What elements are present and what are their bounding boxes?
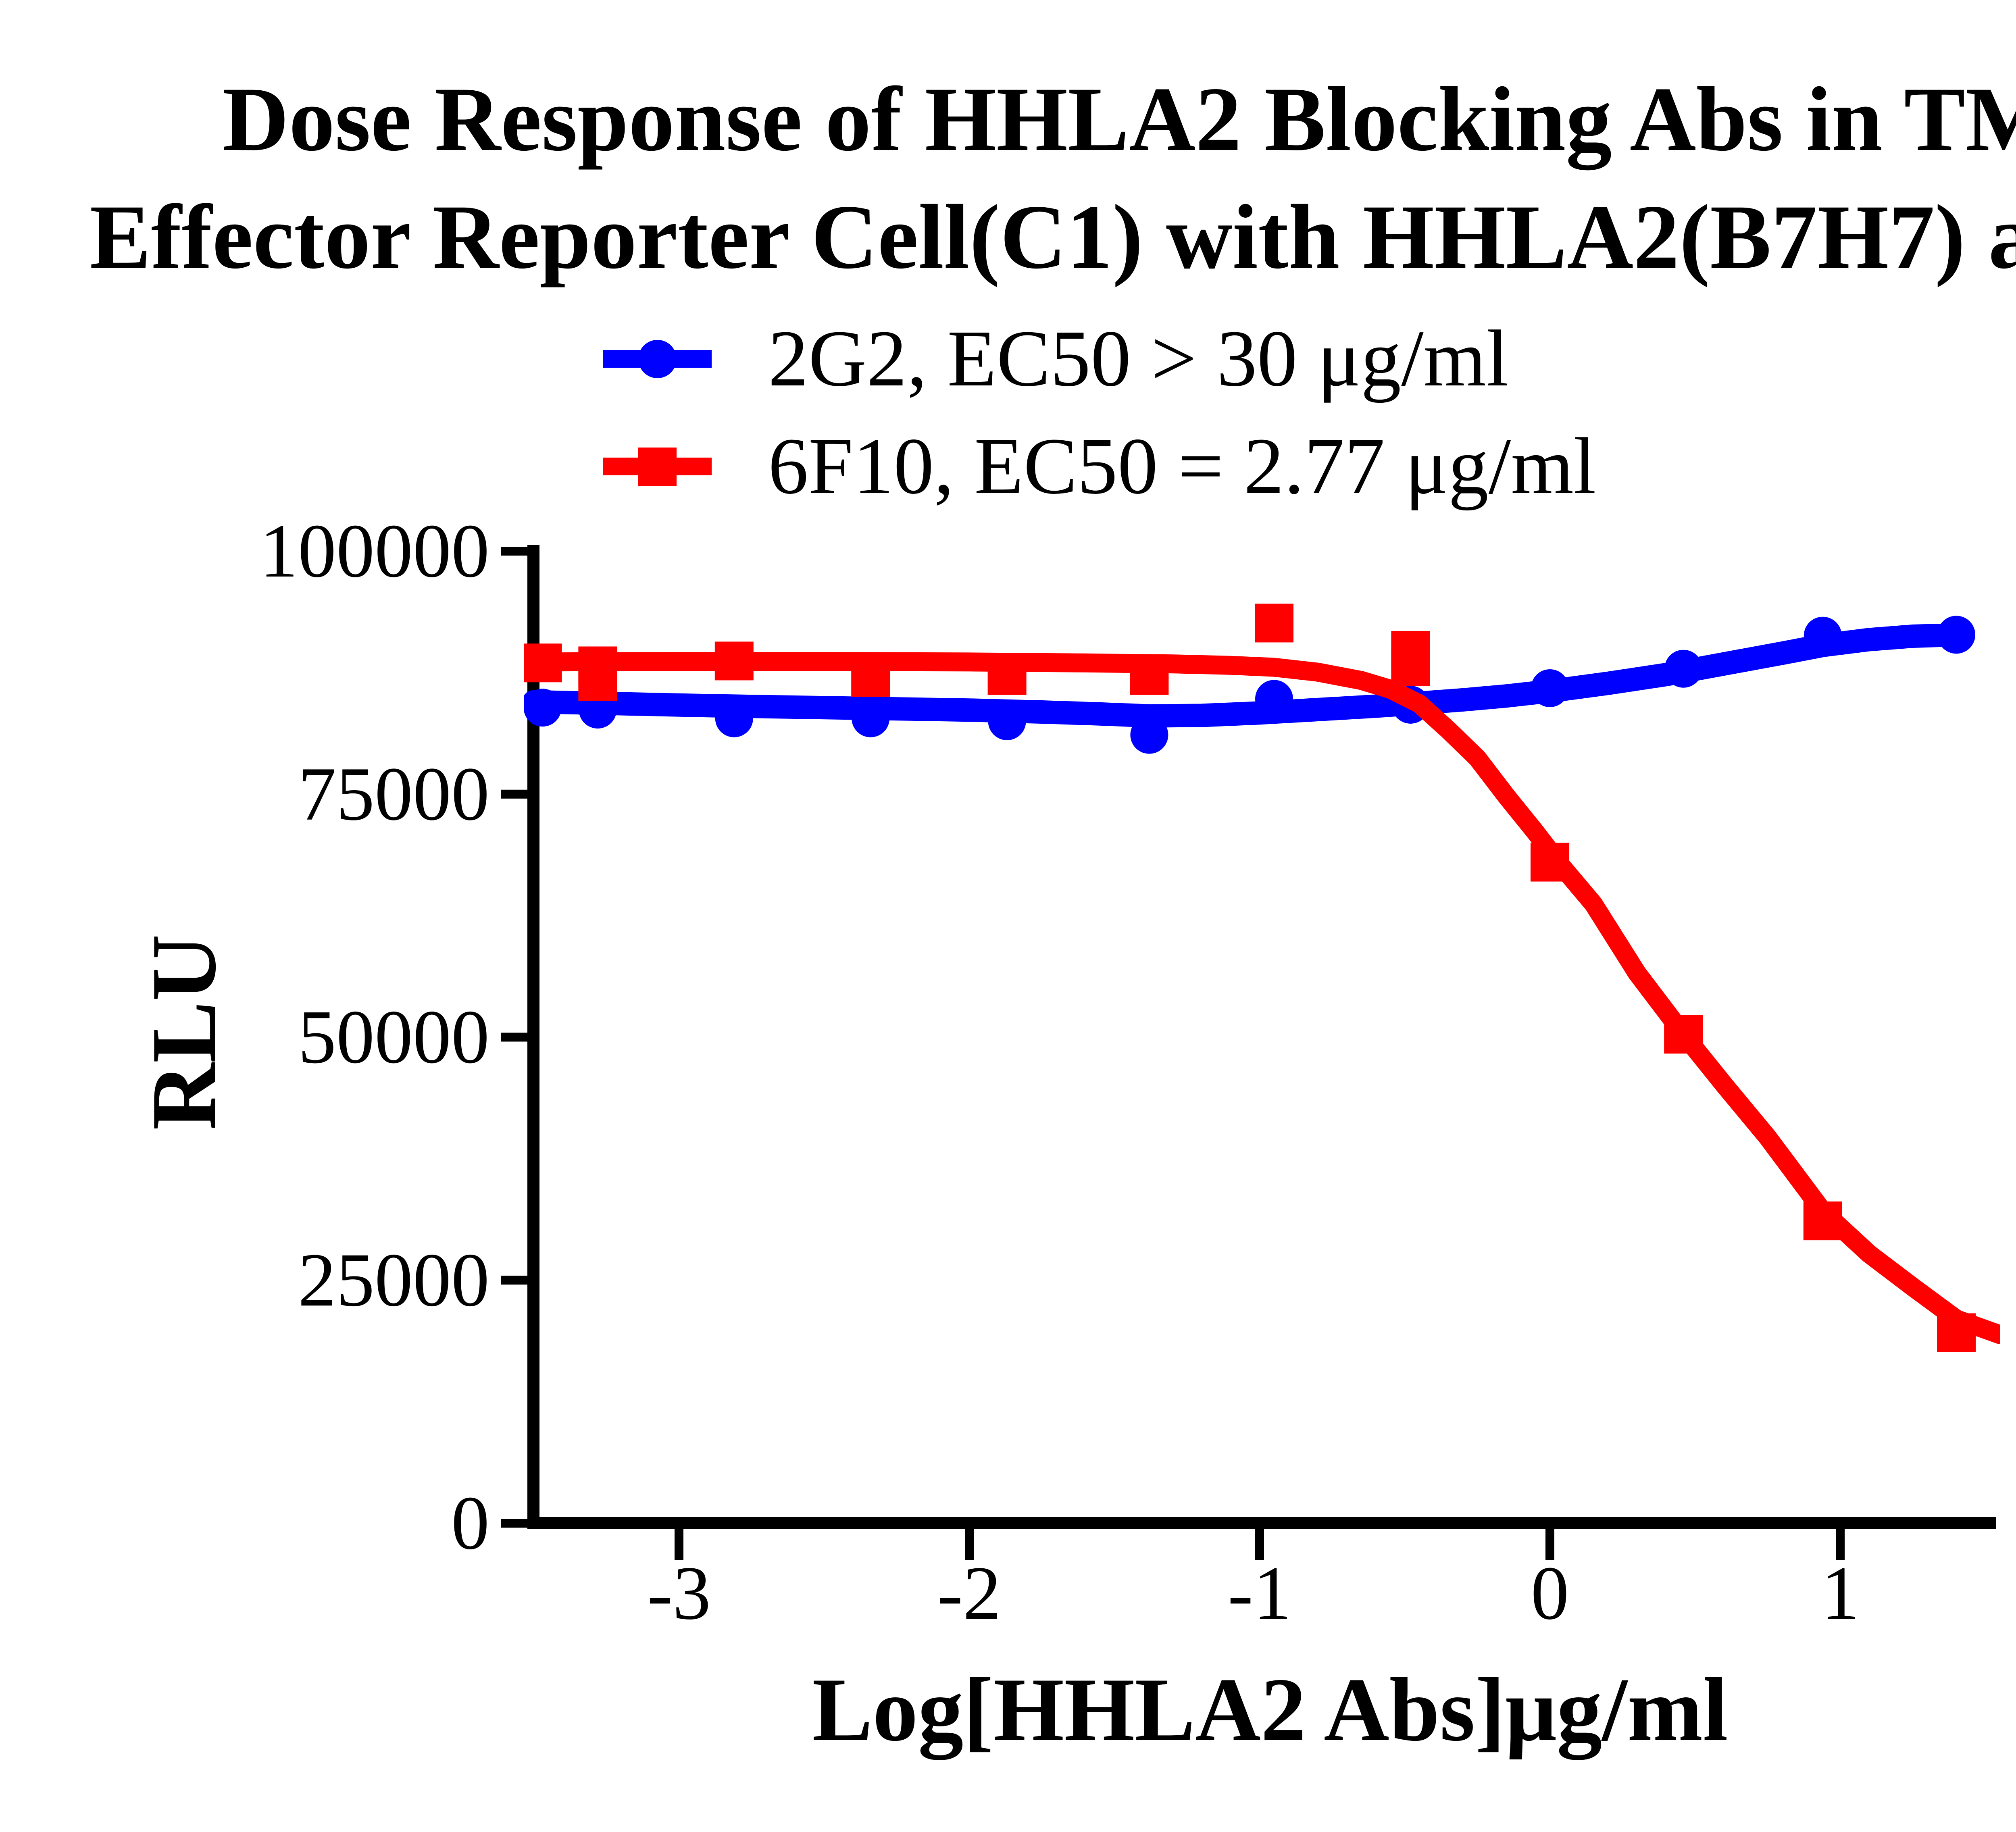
x-tick-label: -3 (647, 1551, 711, 1636)
legend-label-2g2: 2G2, EC50 > 30 μg/ml (768, 314, 1509, 403)
square-marker-icon (638, 448, 677, 486)
fit-curve-6F10 (524, 652, 2000, 1344)
x-tick-label: 1 (1821, 1551, 1860, 1636)
y-tick (501, 1033, 527, 1042)
y-tick-label: 100000 (260, 509, 489, 593)
data-point-6F10 (1391, 647, 1430, 686)
data-point-6F10 (1803, 1201, 1842, 1241)
data-point-2G2 (715, 699, 753, 737)
y-tick (501, 1276, 527, 1285)
y-tick-label: 75000 (298, 752, 489, 837)
chart-title-line2: Effector Reporter Cell(C1) with HHLA2(B7… (90, 186, 2016, 288)
x-tick-label: -1 (1228, 1551, 1291, 1636)
y-tick-label: 25000 (298, 1238, 489, 1322)
x-tick-label: 0 (1531, 1551, 1569, 1636)
chart-title-line1: Dose Response of HHLA2 Blocking Abs in T… (222, 69, 2016, 170)
circle-marker-icon (638, 340, 677, 378)
data-point-2G2 (988, 702, 1026, 740)
data-point-6F10 (1937, 1313, 1976, 1352)
x-tick (675, 1529, 683, 1560)
data-point-6F10 (578, 662, 617, 701)
legend-item-6f10: 6F10, EC50 = 2.77 μg/ml (603, 422, 1596, 511)
data-point-2G2 (1937, 616, 1975, 654)
data-point-2G2 (1130, 716, 1168, 754)
data-point-6F10 (1255, 604, 1293, 643)
x-tick (1836, 1529, 1845, 1560)
data-point-2G2 (1531, 669, 1569, 707)
y-tick (501, 1519, 527, 1528)
x-tick (1255, 1529, 1264, 1560)
data-point-2G2 (524, 689, 562, 727)
y-tick (501, 789, 527, 799)
data-point-6F10 (1130, 656, 1169, 695)
y-tick (501, 547, 527, 556)
data-point-2G2 (1255, 680, 1293, 718)
y-tick-label: 50000 (298, 995, 489, 1080)
data-point-2G2 (1804, 616, 1842, 655)
data-point-6F10 (1664, 1015, 1703, 1054)
data-point-2G2 (852, 699, 890, 737)
legend-label-6f10: 6F10, EC50 = 2.77 μg/ml (768, 422, 1596, 511)
data-point-6F10 (1531, 843, 1569, 882)
x-tick-label: -2 (937, 1551, 1001, 1636)
x-tick (965, 1529, 974, 1560)
data-point-6F10 (851, 658, 890, 697)
x-axis-title: Log[HHLA2 Abs]μg/ml (812, 1659, 1728, 1760)
data-point-6F10 (714, 641, 754, 681)
legend-marker-6f10 (603, 444, 712, 489)
x-axis-line (527, 1517, 1996, 1529)
x-tick (1545, 1529, 1554, 1560)
chart-title: Dose Response of HHLA2 Blocking Abs in T… (0, 60, 2016, 296)
y-tick-label: 0 (451, 1481, 489, 1566)
data-point-6F10 (524, 643, 562, 683)
data-point-6F10 (987, 656, 1027, 695)
data-point-2G2 (1664, 650, 1703, 688)
legend-marker-2g2 (603, 337, 712, 381)
legend-item-2g2: 2G2, EC50 > 30 μg/ml (603, 314, 1509, 403)
